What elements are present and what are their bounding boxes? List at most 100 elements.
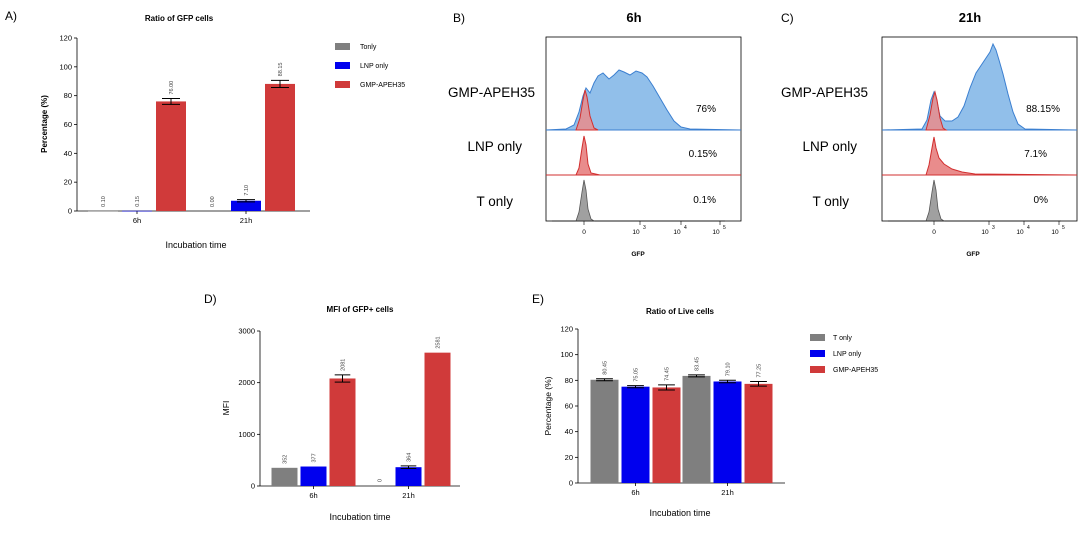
x-tick-label: 6h	[631, 488, 639, 497]
legend-e-swatch-tonly	[810, 334, 825, 341]
chart-e-title: Ratio of Live cells	[646, 307, 715, 316]
x-tick-label: 21h	[402, 491, 415, 500]
flow-b-x-axis: 0 10 3 10 4 10 5 GFP	[552, 220, 726, 258]
y-tick-label: 1000	[238, 430, 255, 439]
bar	[744, 383, 773, 483]
bar	[156, 101, 186, 211]
panel-b-letter: B)	[453, 11, 465, 25]
panel-e-letter: E)	[532, 292, 544, 306]
data-label: 76.00	[169, 81, 175, 95]
data-label: 74.45	[665, 367, 671, 381]
x-tick-label: 6h	[309, 491, 317, 500]
data-label: 0.10	[101, 196, 107, 207]
flow-b-gmp-overlay	[575, 89, 599, 131]
flow-c-gmp-histogram	[881, 42, 1078, 131]
chart-e-y-label: Percentage (%)	[543, 376, 553, 435]
flow-c-tick-label-0: 0	[932, 229, 936, 236]
panel-d: D) MFI of GFP+ cells MFI Incubation time…	[204, 292, 460, 522]
panel-c-letter: C)	[781, 11, 794, 25]
y-tick-label: 100	[560, 350, 573, 359]
chart-e-plot: 0 20 40 60 80 100 120 6h 80.45 75.05 74.45 21h 83.45…	[560, 325, 785, 497]
chart-e-x-label: Incubation time	[649, 508, 710, 518]
chart-d-plot: 0 1000 2000 3000 6h 352 377 2081 21h 0 364 2581	[238, 327, 460, 500]
y-tick-label: 40	[64, 149, 72, 158]
panel-b: B) 6h 0 10 3 10 4 10 5 GFP GMP-APEH35 LN…	[448, 10, 742, 258]
flow-c-lnp-histogram	[882, 136, 1078, 176]
panel-d-letter: D)	[204, 292, 217, 306]
chart-a-y-label: Percentage (%)	[40, 95, 49, 153]
chart-d-title: MFI of GFP+ cells	[327, 305, 394, 314]
flow-c-title: 21h	[959, 10, 981, 25]
legend-a-swatch-tonly	[335, 43, 350, 50]
x-tick-label: 21h	[721, 488, 734, 497]
bar	[652, 387, 681, 483]
chart-a-legend: Tonly LNP only GMP-APEH35	[335, 43, 405, 89]
y-tick-label: 40	[565, 427, 573, 436]
data-label: 352	[283, 455, 289, 464]
bar	[621, 386, 650, 483]
flow-c-row-tonly-label: T only	[812, 194, 849, 209]
panel-c: C) 21h 0 10 3 10 4 10 5 GFP GMP-APEH35 L…	[781, 10, 1078, 258]
legend-e-gmp: GMP-APEH35	[833, 367, 878, 374]
flow-c-tick-exp-3: 3	[992, 225, 995, 231]
bar	[265, 83, 295, 211]
data-label: 377	[312, 453, 318, 462]
flow-b-row-lnp-label: LNP only	[467, 139, 522, 154]
flow-c-tick-label-4: 10	[1016, 229, 1024, 236]
flow-b-tick-label-0: 0	[582, 229, 586, 236]
flow-c-row-tonly-pct: 0%	[1034, 195, 1049, 206]
bar	[329, 378, 356, 486]
panel-e: E) Ratio of Live cells Percentage (%) In…	[532, 292, 878, 518]
flow-b-gmp-histogram	[545, 69, 742, 131]
bar	[424, 352, 451, 486]
legend-e-tonly: T only	[833, 335, 852, 342]
y-tick-label: 60	[64, 120, 72, 129]
bar	[271, 467, 298, 486]
flow-b-title: 6h	[626, 10, 641, 25]
legend-a-swatch-gmp	[335, 81, 350, 88]
data-label: 2581	[436, 336, 442, 348]
y-tick-label: 3000	[238, 327, 255, 336]
bar	[590, 379, 619, 483]
y-tick-label: 60	[565, 402, 573, 411]
y-tick-label: 100	[59, 62, 72, 71]
chart-a-plot: 0 20 40 60 80 100 120 6h 0.10 0.15 76.00 21h 0.00 7.1…	[59, 34, 310, 225]
data-label: 7.10	[244, 185, 250, 196]
flow-c-tonly-histogram	[925, 179, 946, 222]
flow-b-tick-label-3: 10	[632, 229, 640, 236]
flow-b-x-label: GFP	[631, 251, 645, 258]
data-label: 2081	[341, 359, 347, 371]
y-tick-label: 0	[251, 482, 255, 491]
chart-d-y-label: MFI	[221, 401, 231, 416]
flow-c-tick-label-3: 10	[981, 229, 989, 236]
flow-b-row-tonly-pct: 0.1%	[693, 195, 716, 206]
panel-a-letter: A)	[5, 9, 17, 23]
flow-b-tick-exp-4: 4	[684, 225, 687, 231]
y-tick-label: 0	[68, 207, 72, 216]
flow-c-tick-exp-4: 4	[1027, 225, 1030, 231]
legend-e-swatch-lnp	[810, 350, 825, 357]
flow-b-row-gmp-pct: 76%	[696, 104, 716, 115]
y-tick-label: 0	[569, 479, 573, 488]
flow-c-tick-exp-5: 5	[1062, 225, 1065, 231]
y-tick-label: 120	[560, 325, 573, 334]
bar	[88, 210, 118, 212]
data-label: 83.45	[695, 357, 701, 371]
data-label: 80.45	[603, 361, 609, 375]
flow-c-row-lnp-pct: 7.1%	[1024, 149, 1047, 160]
data-label: 0.00	[210, 196, 216, 207]
flow-b-row-lnp-pct: 0.15%	[689, 149, 717, 160]
y-tick-label: 2000	[238, 378, 255, 387]
y-tick-label: 80	[64, 91, 72, 100]
flow-c-row-gmp-label: GMP-APEH35	[781, 85, 868, 100]
flow-b-row-tonly-label: T only	[476, 194, 513, 209]
legend-a-gmp: GMP-APEH35	[360, 82, 405, 89]
flow-b-tick-label-4: 10	[673, 229, 681, 236]
panel-a: A) Ratio of GFP cells Percentage (%) Inc…	[5, 9, 405, 250]
flow-b-tick-label-5: 10	[712, 229, 720, 236]
flow-b-row-gmp-label: GMP-APEH35	[448, 85, 535, 100]
data-label: 0.15	[135, 196, 141, 207]
legend-e-swatch-gmp	[810, 366, 825, 373]
legend-a-swatch-lnp	[335, 62, 350, 69]
bar	[231, 200, 261, 211]
